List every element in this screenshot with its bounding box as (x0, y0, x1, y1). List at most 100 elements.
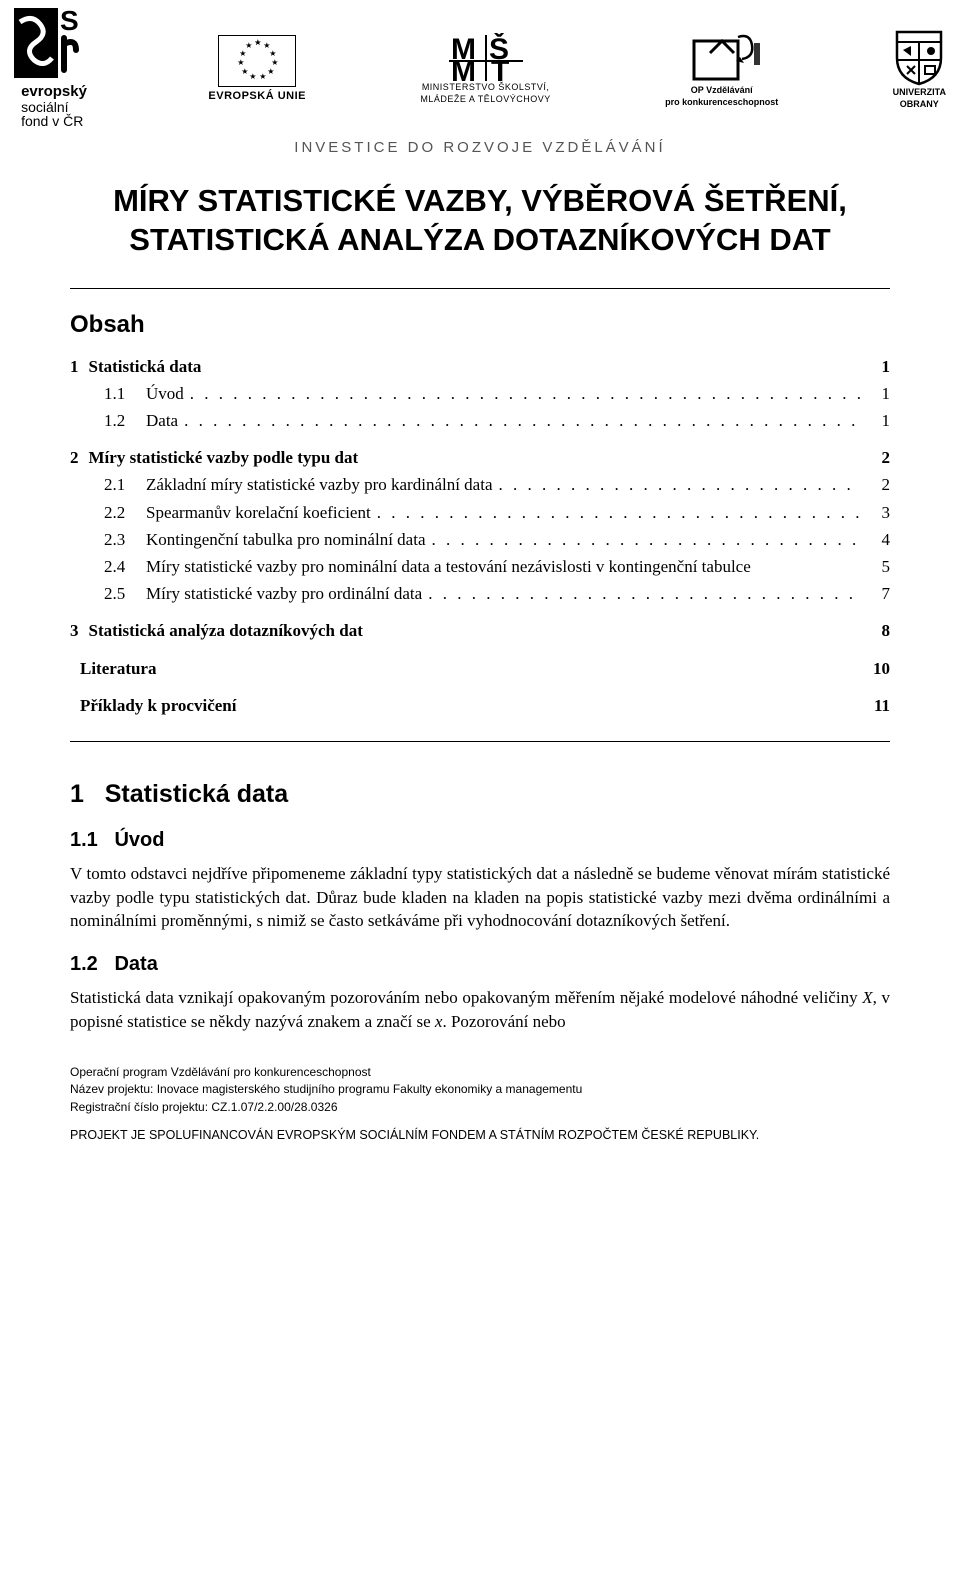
toc-entry: 2.3 Kontingenční tabulka pro nominální da… (104, 526, 890, 553)
toc-entry-page: 4 (868, 526, 890, 553)
msmt-graphic: M Š M T (441, 33, 531, 81)
toc-entry: Příklady k procvičení 11 (70, 692, 890, 719)
eu-logo: ★ ★ ★ ★ ★ ★ ★ ★ ★ ★ ★ ★ EVROPSKÁ UNIE (208, 35, 306, 102)
toc-entry-page: 5 (868, 553, 890, 580)
toc-entry-page: 11 (868, 692, 890, 719)
rule-top (70, 288, 890, 289)
toc-entry-label: Literatura (80, 655, 156, 682)
footer-line-2: Název projektu: Inovace magisterského st… (70, 1081, 890, 1098)
section-1-heading: 1 Statistická data (70, 780, 890, 809)
main-title: MÍRY STATISTICKÉ VAZBY, VÝBĚROVÁ ŠETŘENÍ… (70, 182, 890, 260)
toc-entry-page: 10 (868, 655, 890, 682)
toc-entry-leader (428, 580, 862, 607)
section-1-1-heading: 1.1 Úvod (70, 829, 890, 852)
toc-entry-leader (190, 380, 862, 407)
toc-entry-page: 2 (868, 471, 890, 498)
toc-entry-label: Kontingenční tabulka pro nominální data (146, 526, 426, 553)
esf-logo-text: evropský sociální fond v ČR (21, 84, 87, 129)
toc-entry-label: Příklady k procvičení (80, 692, 236, 719)
esf-logo: S evropský sociální fond v ČR (14, 8, 94, 129)
op-logo: OP Vzdělávání pro konkurenceschopnost (665, 29, 778, 108)
rule-bottom (70, 741, 890, 742)
page-content: MÍRY STATISTICKÉ VAZBY, VÝBĚROVÁ ŠETŘENÍ… (0, 182, 960, 1034)
toc-entry-page: 8 (868, 617, 890, 644)
toc-entry-number: 2.3 (104, 526, 136, 553)
toc-entry: 1.2Data1 (104, 407, 890, 434)
p12-var-X: X (862, 988, 872, 1007)
esf-logo-graphic: S (14, 8, 94, 78)
toc-entry: 2.5 Míry statistické vazby pro ordinální … (104, 580, 890, 607)
section-1-2-heading: 1.2 Data (70, 953, 890, 976)
toc-entry-number: 2.2 (104, 499, 136, 526)
footer-line-3: Registrační číslo projektu: CZ.1.07/2.2.… (70, 1099, 890, 1116)
table-of-contents: 1Statistická data11.1Úvod11.2Data12Míry … (70, 353, 890, 719)
toc-entry: 2 Míry statistické vazby podle typu dat 2 (70, 444, 890, 471)
toc-entry-number: 2.4 (104, 553, 136, 580)
p12-c: . Pozorování nebo (442, 1012, 565, 1031)
section-1-2-num: 1.2 (70, 953, 98, 975)
toc-entry-label: Úvod (146, 380, 184, 407)
msmt-line1: MINISTERSTVO ŠKOLSTVÍ, (422, 83, 550, 93)
uni-line1: UNIVERZITA (893, 88, 946, 98)
svg-text:S: S (60, 8, 79, 36)
section-1-1-num: 1.1 (70, 829, 98, 851)
toc-entry-label: Míry statistické vazby pro nominální dat… (146, 553, 751, 580)
toc-entry: 2.4 Míry statistické vazby pro nominální … (104, 553, 890, 580)
section-1-num: 1 (70, 780, 84, 808)
invest-tagline: INVESTICE DO ROZVOJE VZDĚLÁVÁNÍ (0, 139, 960, 156)
toc-entry-number: 2.5 (104, 580, 136, 607)
toc-entry: 3 Statistická analýza dotazníkových dat 8 (70, 617, 890, 644)
university-shield (893, 28, 945, 86)
toc-entry-label: Statistická analýza dotazníkových dat (89, 617, 363, 644)
esf-line3: fond v ČR (21, 114, 87, 129)
toc-entry-leader (432, 526, 863, 553)
toc-entry: 2.2 Spearmanův korelační koeficient 3 (104, 499, 890, 526)
toc-entry-number: 2 (70, 444, 79, 471)
toc-entry-label: Statistická data (89, 353, 202, 380)
paragraph-1-1: V tomto odstavci nejdříve připomeneme zá… (70, 862, 890, 933)
footer-project-line: PROJEKT JE SPOLUFINANCOVÁN EVROPSKÝM SOC… (70, 1126, 890, 1144)
eu-label: EVROPSKÁ UNIE (208, 90, 306, 102)
toc-entry-leader (499, 471, 863, 498)
toc-entry: Literatura 10 (70, 655, 890, 682)
msmt-line2: MLÁDEŽE A TĚLOVÝCHOVY (420, 95, 550, 105)
section-1-2-title: Data (114, 953, 157, 975)
eu-flag: ★ ★ ★ ★ ★ ★ ★ ★ ★ ★ ★ ★ (218, 35, 296, 87)
toc-entry-number: 1.1 (104, 380, 136, 407)
toc-entry-label: Spearmanův korelační koeficient (146, 499, 371, 526)
toc-entry-page: 1 (868, 380, 890, 407)
toc-entry-page: 2 (868, 444, 890, 471)
section-1-title: Statistická data (105, 780, 288, 808)
op-line1: OP Vzdělávání (691, 86, 753, 96)
toc-entry-page: 1 (868, 353, 890, 380)
esf-line2: sociální (21, 100, 87, 115)
eu-stars: ★ ★ ★ ★ ★ ★ ★ ★ ★ ★ ★ ★ (237, 41, 277, 81)
toc-entry-number: 1 (70, 353, 79, 380)
toc-entry-number: 2.1 (104, 471, 136, 498)
toc-entry: 1.1 Úvod 1 (104, 380, 890, 407)
toc-entry-label: Míry statistické vazby podle typu dat (89, 444, 359, 471)
toc-entry-label: Základní míry statistické vazby pro kard… (146, 471, 493, 498)
p12-a: Statistická data vznikají opakovaným poz… (70, 988, 862, 1007)
footer-line-1: Operační program Vzdělávání pro konkuren… (70, 1064, 890, 1081)
esf-line1: evropský (21, 84, 87, 100)
op-line2: pro konkurenceschopnost (665, 98, 778, 108)
toc-heading: Obsah (70, 311, 890, 339)
msmt-logo: M Š M T MINISTERSTVO ŠKOLSTVÍ, MLÁDEŽE A… (420, 33, 550, 105)
uni-line2: OBRANY (900, 100, 939, 110)
toc-entry-page: 1 (868, 407, 890, 434)
toc-entry-number: 3 (70, 617, 79, 644)
toc-entry-page: 7 (868, 580, 890, 607)
toc-entry-page: 3 (868, 499, 890, 526)
toc-entry: 2.1 Základní míry statistické vazby pro k… (104, 471, 890, 498)
header-logo-strip: S evropský sociální fond v ČR ★ ★ ★ ★ ★ … (0, 0, 960, 129)
toc-entry-leader (184, 407, 862, 434)
section-1-1-title: Úvod (114, 829, 164, 851)
toc-entry-number: 1.2 (104, 407, 136, 434)
svg-text:T: T (491, 55, 509, 81)
university-logo: UNIVERZITA OBRANY (893, 28, 946, 110)
toc-entry-label: Míry statistické vazby pro ordinální dat… (146, 580, 422, 607)
toc-entry: 1 Statistická data 1 (70, 353, 890, 380)
toc-entry-leader (377, 499, 862, 526)
paragraph-1-2: Statistická data vznikají opakovaným poz… (70, 986, 890, 1034)
